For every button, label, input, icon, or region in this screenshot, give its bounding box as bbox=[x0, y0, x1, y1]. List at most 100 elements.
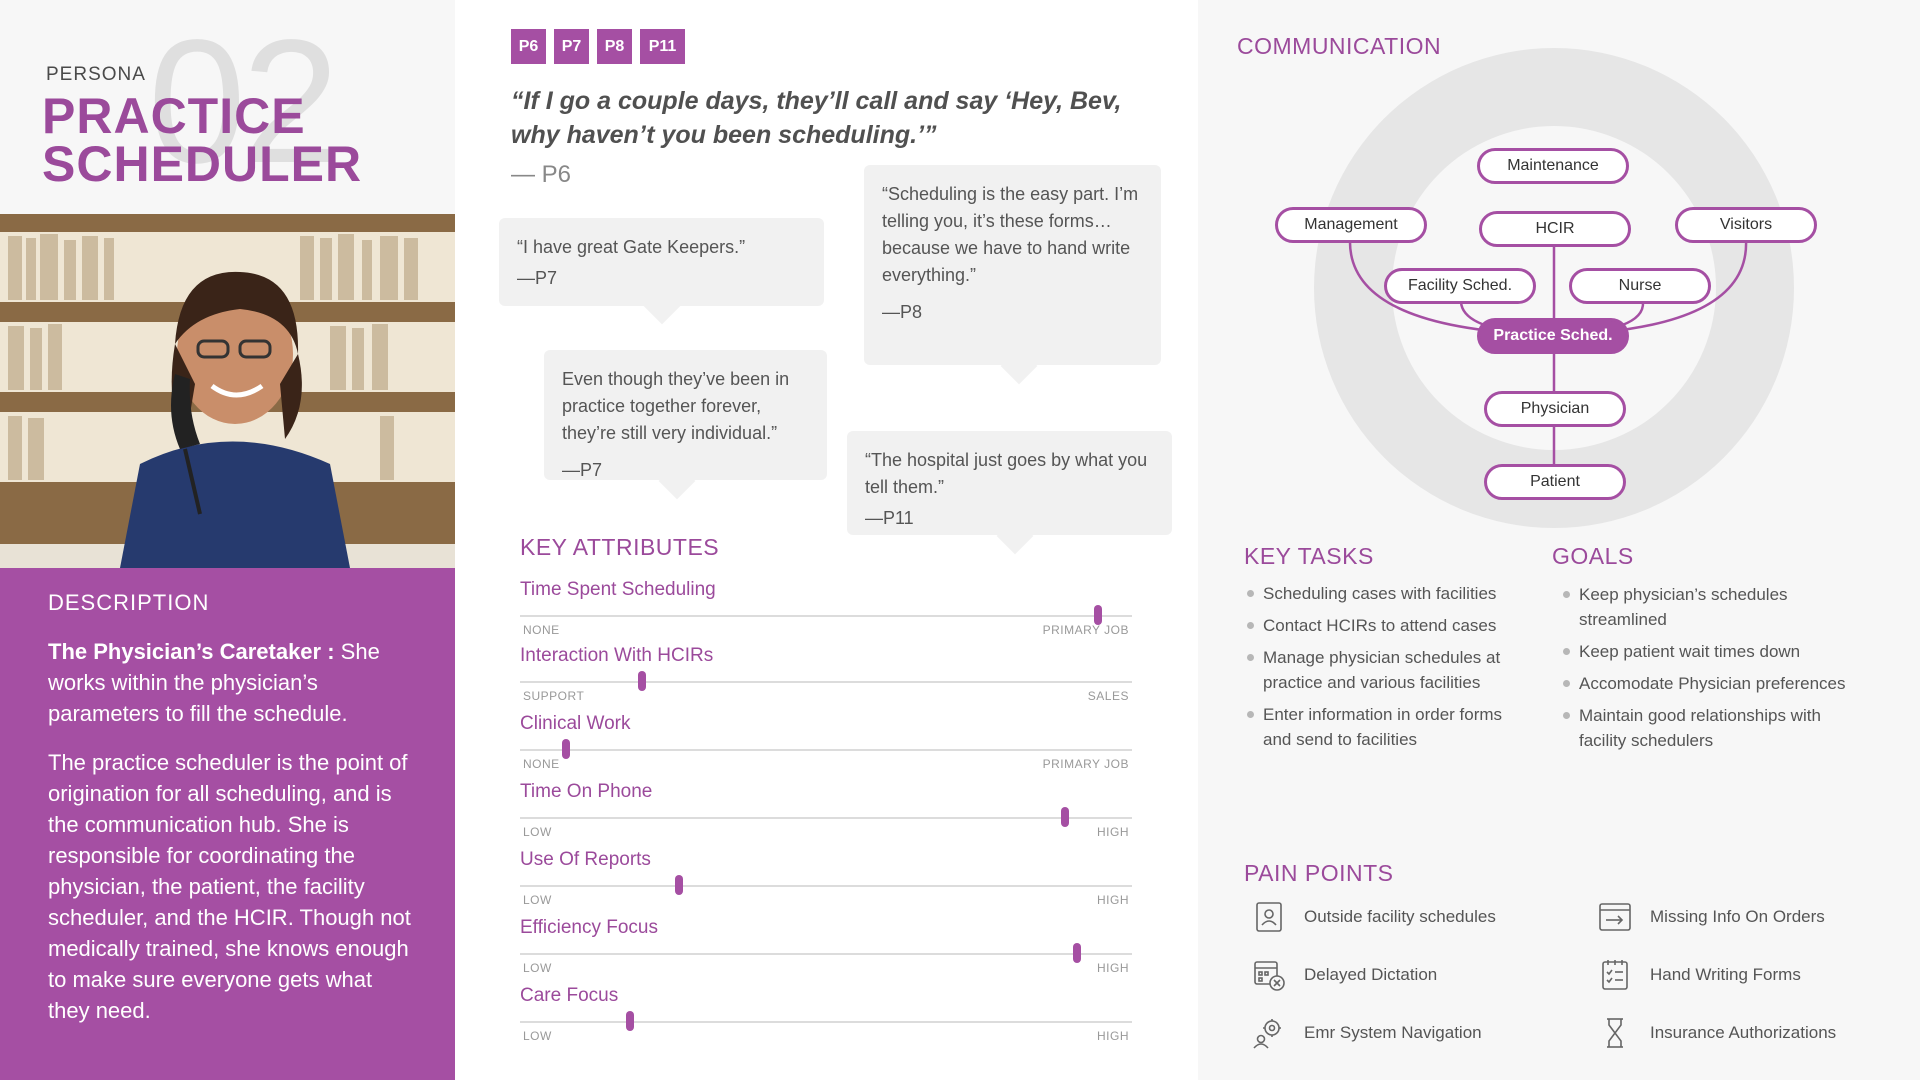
attribute-slider-thumb bbox=[638, 671, 647, 691]
attribute-row: Time On Phone LOW HIGH bbox=[520, 781, 1132, 839]
attribute-low-label: LOW bbox=[523, 893, 552, 907]
node-maintenance: Maintenance bbox=[1477, 148, 1629, 184]
quote-author: —P8 bbox=[882, 302, 923, 322]
node-facility-scheduler: Facility Sched. bbox=[1384, 268, 1536, 304]
delayed-calendar-icon bbox=[1254, 961, 1285, 991]
attribute-track bbox=[520, 953, 1132, 955]
description-lead-bold: The Physician’s Caretaker : bbox=[48, 639, 335, 664]
attribute-track bbox=[520, 749, 1132, 751]
attribute-slider-thumb bbox=[561, 739, 570, 759]
attribute-slider-thumb bbox=[1094, 605, 1103, 625]
list-item: Accomodate Physician preferences bbox=[1561, 671, 1861, 696]
participant-tag: P8 bbox=[597, 29, 632, 64]
key-tasks-list: Scheduling cases with facilities Contact… bbox=[1245, 581, 1520, 759]
bubble-tail bbox=[1000, 347, 1038, 385]
quote-text: “I have great Gate Keepers.” bbox=[517, 237, 746, 257]
node-management: Management bbox=[1275, 207, 1427, 243]
attribute-high-label: PRIMARY JOB bbox=[1042, 623, 1129, 637]
key-tasks-heading: KEY TASKS bbox=[1244, 543, 1374, 569]
persona-label: PERSONA bbox=[46, 64, 146, 85]
pain-point-item: Delayed Dictation bbox=[1252, 958, 1437, 992]
description-lead-rest: She works within the physician’s paramet… bbox=[48, 639, 380, 726]
quote-author: —P11 bbox=[865, 508, 914, 528]
persona-title: PRACTICE SCHEDULER bbox=[42, 91, 363, 192]
attribute-low-label: NONE bbox=[523, 757, 560, 771]
quote-bubble: “The hospital just goes by what you tell… bbox=[847, 431, 1172, 555]
goals-heading: GOALS bbox=[1552, 543, 1634, 569]
communication-rings bbox=[1314, 48, 1794, 528]
bubble-tail bbox=[643, 287, 681, 325]
attribute-row: Clinical Work NONE PRIMARY JOB bbox=[520, 713, 1132, 771]
participant-tag: P6 bbox=[511, 29, 546, 64]
node-hcir: HCIR bbox=[1479, 211, 1631, 247]
persona-number: 02 bbox=[148, 4, 340, 200]
missing-info-icon bbox=[1599, 903, 1631, 931]
attribute-name: Clinical Work bbox=[520, 713, 631, 734]
list-item: Manage physician schedules at practice a… bbox=[1245, 645, 1520, 695]
node-nurse: Nurse bbox=[1569, 268, 1711, 304]
title-line-2: SCHEDULER bbox=[42, 136, 363, 192]
persona-photo bbox=[0, 214, 455, 568]
node-visitors: Visitors bbox=[1675, 207, 1817, 243]
participant-tag: P7 bbox=[554, 29, 589, 64]
attribute-name: Efficiency Focus bbox=[520, 917, 658, 938]
quote-author: —P7 bbox=[562, 460, 603, 480]
quote-bubble: “I have great Gate Keepers.” —P7 bbox=[499, 218, 824, 325]
pain-point-item: Insurance Authorizations bbox=[1598, 1016, 1836, 1050]
attribute-slider-thumb bbox=[675, 875, 684, 895]
quote-text: “The hospital just goes by what you tell… bbox=[865, 450, 1148, 497]
checklist-icon bbox=[1602, 960, 1628, 990]
attribute-name: Use Of Reports bbox=[520, 849, 651, 870]
attribute-low-label: LOW bbox=[523, 961, 552, 975]
pain-point-item: Emr System Navigation bbox=[1252, 1016, 1482, 1050]
main-quote-attribution: — P6 bbox=[511, 161, 572, 188]
quote-bubble: Even though they’ve been in practice tog… bbox=[544, 350, 827, 500]
main-quote: “If I go a couple days, they’ll call and… bbox=[511, 87, 1122, 149]
list-item: Keep physician’s schedules streamlined bbox=[1561, 582, 1861, 632]
attribute-slider-thumb bbox=[1060, 807, 1069, 827]
list-item: Keep patient wait times down bbox=[1561, 639, 1861, 664]
quote-text: Even though they’ve been in practice tog… bbox=[562, 369, 790, 443]
attribute-row: Time Spent Scheduling NONE PRIMARY JOB bbox=[520, 579, 1132, 637]
list-item: Contact HCIRs to attend cases bbox=[1245, 613, 1520, 638]
description-body: The practice scheduler is the point of o… bbox=[48, 750, 411, 1023]
attribute-track bbox=[520, 1021, 1132, 1023]
gear-user-icon bbox=[1253, 1019, 1281, 1049]
communication-heading: COMMUNICATION bbox=[1237, 33, 1442, 59]
quote-author: —P7 bbox=[517, 268, 558, 288]
attribute-high-label: PRIMARY JOB bbox=[1042, 757, 1129, 771]
attribute-name: Time Spent Scheduling bbox=[520, 579, 716, 600]
pain-point-label: Outside facility schedules bbox=[1304, 907, 1496, 926]
attribute-slider-thumb bbox=[626, 1011, 635, 1031]
attribute-track bbox=[520, 817, 1132, 819]
attribute-name: Time On Phone bbox=[520, 781, 653, 802]
attribute-high-label: HIGH bbox=[1097, 1029, 1129, 1043]
attribute-high-label: SALES bbox=[1087, 689, 1129, 703]
attribute-high-label: HIGH bbox=[1097, 961, 1129, 975]
attribute-low-label: LOW bbox=[523, 1029, 552, 1043]
communication-diagram: Maintenance Management HCIR Visitors Fac… bbox=[1198, 0, 1920, 540]
node-physician: Physician bbox=[1484, 391, 1626, 427]
attribute-row: Care Focus LOW HIGH bbox=[520, 985, 1132, 1043]
pain-point-label: Delayed Dictation bbox=[1304, 965, 1438, 984]
pain-point-label: Emr System Navigation bbox=[1304, 1023, 1482, 1042]
pain-point-item: Missing Info On Orders bbox=[1598, 900, 1825, 934]
attribute-track bbox=[520, 681, 1132, 683]
attribute-row: Interaction With HCIRs SUPPORT SALES bbox=[520, 645, 1132, 703]
key-attributes-heading: KEY ATTRIBUTES bbox=[520, 534, 720, 560]
description-heading: DESCRIPTION bbox=[48, 590, 210, 615]
quote-text: “Scheduling is the easy part. I’m tellin… bbox=[882, 184, 1139, 285]
description-lead: The Physician’s Caretaker : She works wi… bbox=[48, 636, 415, 729]
description-panel: DESCRIPTION The Physician’s Caretaker : … bbox=[0, 568, 455, 1080]
attribute-high-label: HIGH bbox=[1097, 825, 1129, 839]
list-item: Enter information in order forms and sen… bbox=[1245, 702, 1520, 752]
pain-point-label: Insurance Authorizations bbox=[1650, 1023, 1837, 1042]
attribute-row: Use Of Reports LOW HIGH bbox=[520, 849, 1132, 907]
attribute-low-label: NONE bbox=[523, 623, 560, 637]
node-patient: Patient bbox=[1484, 464, 1626, 500]
attribute-low-label: SUPPORT bbox=[523, 689, 585, 703]
participant-tag: P11 bbox=[640, 29, 685, 64]
list-item: Maintain good relationships with facilit… bbox=[1561, 703, 1861, 753]
attribute-name: Interaction With HCIRs bbox=[520, 645, 714, 666]
